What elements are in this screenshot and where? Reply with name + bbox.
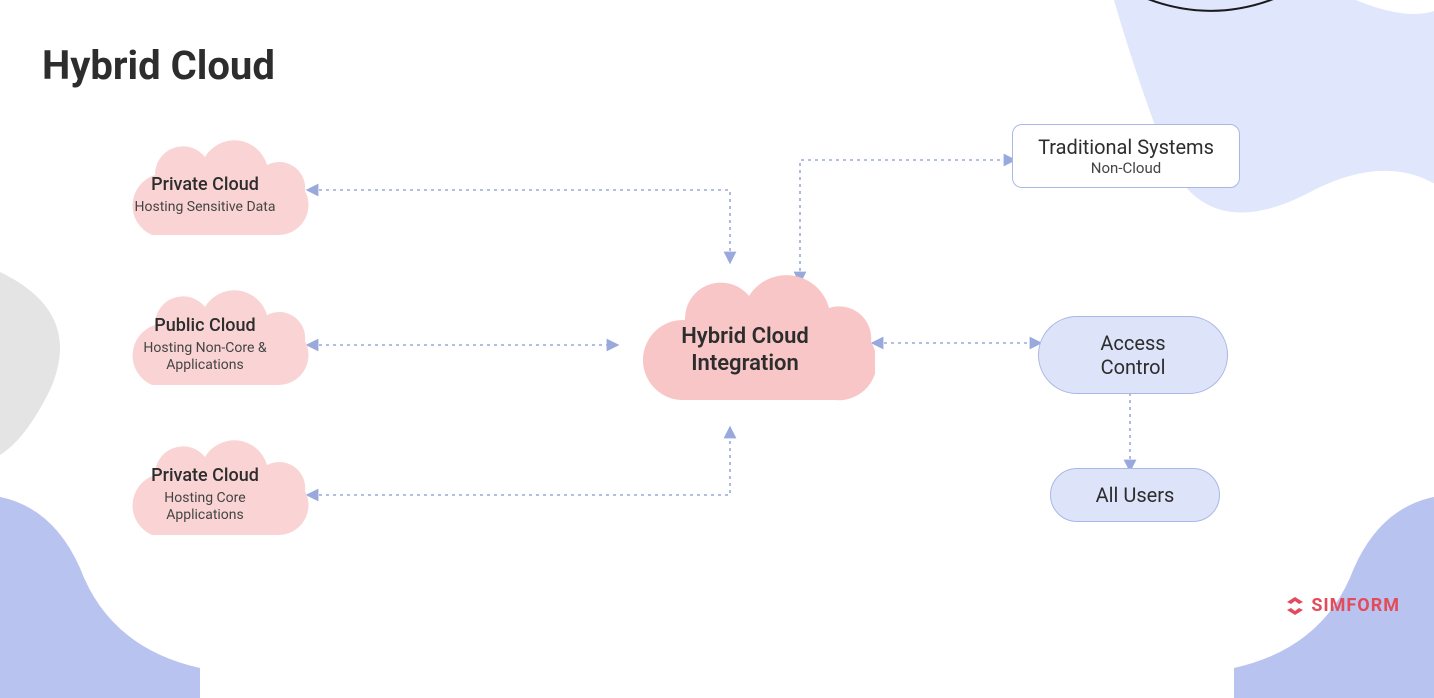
brand-logo: SIMFORM <box>1285 595 1400 616</box>
cloud-private-2: Private Cloud Hosting Core Applications <box>100 420 310 550</box>
diagram-canvas: Hybrid Cloud Priv <box>0 0 1434 638</box>
box-sub: Non-Cloud <box>1091 159 1161 177</box>
cloud-title: Private Cloud <box>135 174 276 197</box>
decor-bottom-right <box>1234 438 1434 698</box>
box-title: Traditional Systems <box>1038 135 1214 159</box>
logo-icon <box>1285 596 1305 616</box>
box-traditional: Traditional Systems Non-Cloud <box>1012 124 1240 188</box>
cloud-private-1: Private Cloud Hosting Sensitive Data <box>100 120 310 250</box>
pill-access: Access Control <box>1038 316 1228 394</box>
pill-title: All Users <box>1096 483 1175 507</box>
cloud-title: Hybrid Cloud Integration <box>681 323 809 378</box>
cloud-title: Private Cloud <box>151 465 259 488</box>
pill-title: Access Control <box>1069 331 1197 379</box>
cloud-title: Public Cloud <box>143 315 266 338</box>
cloud-sub: Hosting Sensitive Data <box>135 199 276 217</box>
cloud-center: Hybrid Cloud Integration <box>615 250 875 430</box>
logo-text: SIMFORM <box>1311 595 1400 616</box>
pill-users: All Users <box>1050 468 1220 522</box>
page-title: Hybrid Cloud <box>42 42 275 89</box>
cloud-public: Public Cloud Hosting Non-Core & Applicat… <box>100 270 310 400</box>
cloud-sub: Hosting Non-Core & Applications <box>143 340 266 375</box>
cloud-sub: Hosting Core Applications <box>151 490 259 525</box>
